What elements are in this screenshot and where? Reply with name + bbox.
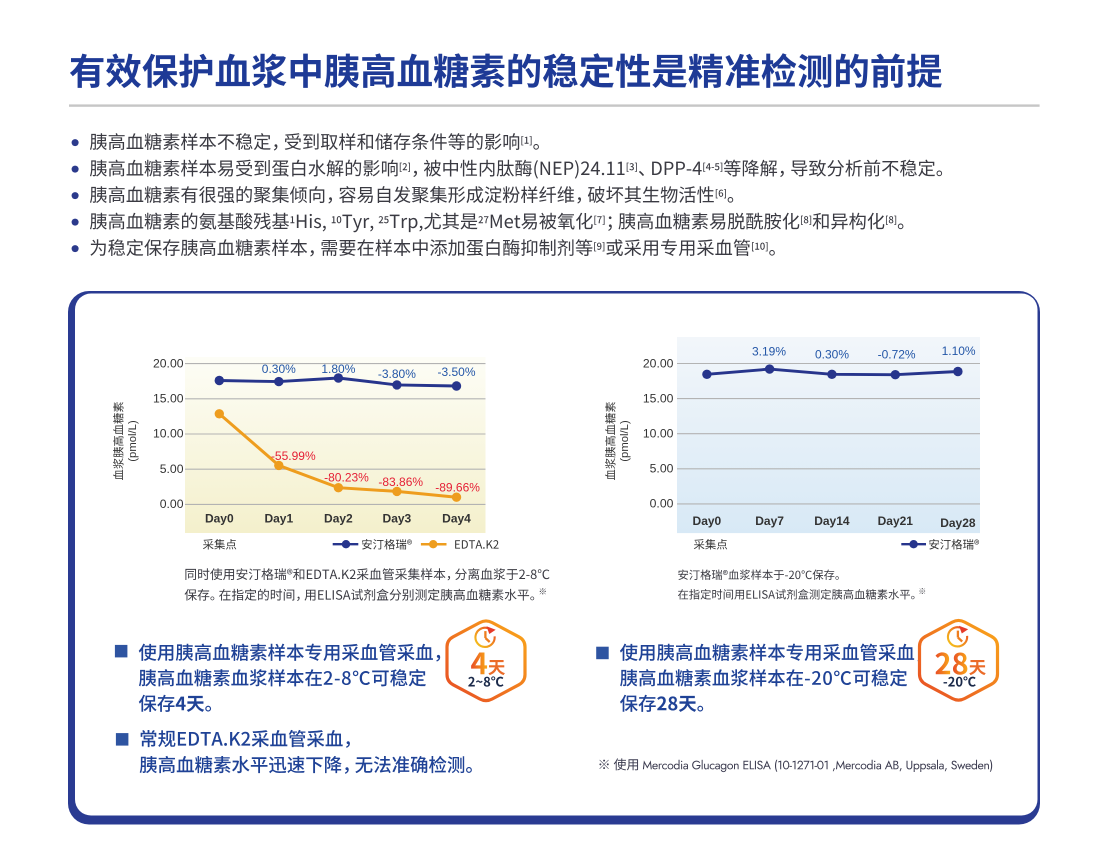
svg-text:20.00: 20.00 [153, 356, 184, 370]
svg-text:10.00: 10.00 [643, 427, 674, 441]
svg-text:-3.50%: -3.50% [437, 365, 475, 379]
svg-text:5.00: 5.00 [650, 462, 674, 476]
svg-text:0.30%: 0.30% [815, 347, 849, 361]
svg-text:Day14: Day14 [814, 514, 850, 528]
svg-text:Day28: Day28 [940, 516, 976, 530]
svg-text:Day2: Day2 [324, 511, 353, 525]
svg-text:5.00: 5.00 [160, 462, 184, 476]
svg-text:-0.72%: -0.72% [878, 347, 916, 361]
svg-text:(pmol/L): (pmol/L) [619, 420, 631, 462]
svg-text:0.30%: 0.30% [262, 362, 296, 376]
svg-text:Day0: Day0 [693, 514, 722, 528]
svg-text:15.00: 15.00 [643, 391, 674, 405]
svg-text:(pmol/L): (pmol/L) [127, 420, 139, 462]
svg-text:15.00: 15.00 [153, 392, 184, 406]
svg-text:0.00: 0.00 [650, 497, 674, 511]
svg-text:Day4: Day4 [442, 511, 471, 525]
svg-text:20.00: 20.00 [643, 356, 674, 370]
svg-text:-80.23%: -80.23% [324, 471, 369, 485]
svg-text:Day21: Day21 [878, 514, 914, 528]
svg-text:0.00: 0.00 [160, 497, 184, 511]
svg-text:-3.80%: -3.80% [378, 367, 416, 381]
svg-text:Day7: Day7 [755, 514, 784, 528]
svg-text:Day0: Day0 [205, 511, 234, 525]
svg-text:1.10%: 1.10% [942, 344, 976, 358]
svg-text:-83.86%: -83.86% [378, 475, 423, 489]
svg-text:Day3: Day3 [383, 511, 412, 525]
svg-text:-89.66%: -89.66% [435, 480, 480, 494]
svg-text:Day1: Day1 [264, 511, 293, 525]
svg-text:-55.99%: -55.99% [271, 449, 316, 463]
svg-text:1.80%: 1.80% [321, 362, 355, 376]
svg-text:3.19%: 3.19% [752, 345, 786, 359]
svg-text:10.00: 10.00 [153, 427, 184, 441]
